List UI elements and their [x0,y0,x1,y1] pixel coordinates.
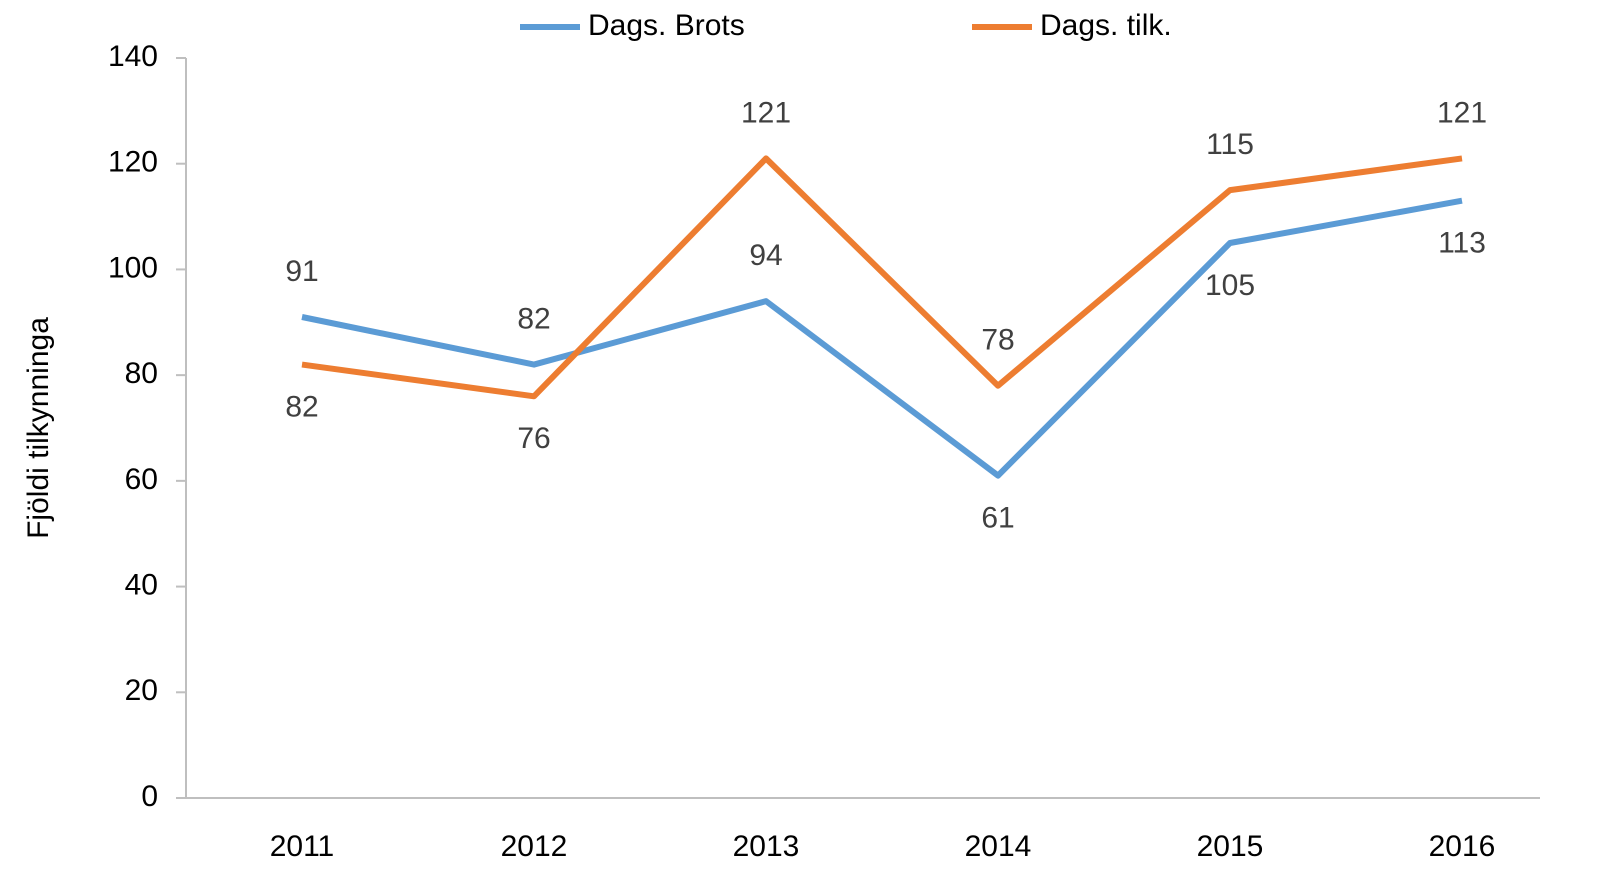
data-label: 61 [981,501,1014,534]
data-label: 91 [285,255,318,288]
y-tick-label: 120 [108,146,158,179]
data-label: 76 [517,422,550,455]
data-label: 78 [981,324,1014,357]
data-label: 94 [749,239,782,272]
y-tick-label: 20 [125,674,158,707]
y-tick-label: 100 [108,251,158,284]
data-label: 121 [741,96,791,129]
data-label: 121 [1437,96,1487,129]
data-label: 115 [1206,128,1254,161]
legend-label: Dags. tilk. [1040,9,1172,42]
y-tick-label: 0 [141,780,158,813]
x-tick-label: 2011 [270,830,335,863]
data-label: 105 [1205,269,1255,302]
y-tick-label: 80 [125,357,158,390]
x-tick-label: 2012 [501,830,568,863]
x-tick-label: 2014 [965,830,1032,863]
data-label: 82 [285,390,318,423]
x-tick-label: 2013 [733,830,800,863]
series-line [301,155,1463,400]
y-tick-label: 60 [125,463,158,496]
series-line [301,197,1463,479]
y-tick-label: 140 [108,40,158,73]
data-label: 113 [1438,227,1486,260]
x-tick-label: 2015 [1197,830,1264,863]
legend-label: Dags. Brots [588,9,745,42]
y-tick-label: 40 [125,568,158,601]
data-label: 82 [517,302,550,335]
y-axis-label: Fjöldi tilkynninga [22,317,55,539]
x-tick-label: 2016 [1429,830,1496,863]
